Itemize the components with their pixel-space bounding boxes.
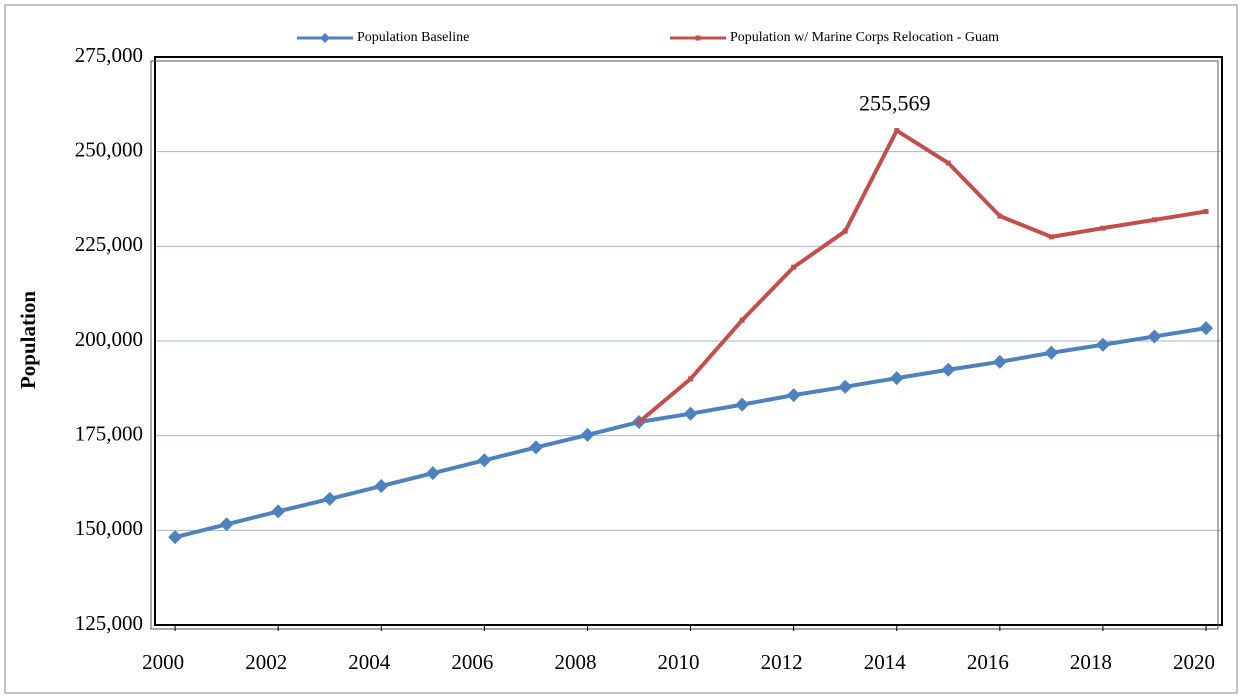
point-marker (271, 504, 286, 519)
point-marker (168, 530, 183, 545)
point-marker (1147, 329, 1162, 344)
y-tick-label: 200,000 (75, 327, 143, 351)
point-marker (322, 491, 337, 506)
x-tick-label: 2020 (1173, 650, 1215, 674)
point-marker (528, 440, 543, 455)
point-marker (580, 427, 595, 442)
y-tick-label: 150,000 (75, 516, 143, 540)
point-marker (992, 354, 1007, 369)
plot-shadow (150, 60, 1219, 630)
point-marker (791, 264, 797, 270)
legend-label: Population Baseline (357, 30, 469, 45)
point-marker (1203, 208, 1209, 214)
point-marker (1044, 345, 1059, 360)
legend-label: Population w/ Marine Corps Relocation - … (730, 30, 999, 45)
plot-border (154, 56, 1223, 626)
point-marker (838, 379, 853, 394)
x-tick-label: 2000 (142, 650, 184, 674)
point-marker (1151, 217, 1157, 223)
point-marker (1048, 234, 1054, 240)
y-tick-label: 250,000 (75, 137, 143, 161)
point-marker (374, 479, 389, 494)
y-tick-label: 275,000 (75, 43, 143, 67)
point-marker (842, 228, 848, 234)
point-marker (683, 406, 698, 421)
point-marker (941, 362, 956, 377)
y-axis-label: Population (16, 291, 40, 389)
point-marker (786, 388, 801, 403)
point-marker (425, 466, 440, 481)
x-tick-label: 2014 (864, 650, 907, 674)
x-tick-label: 2018 (1070, 650, 1112, 674)
chart-frame (4, 4, 1238, 694)
point-marker (739, 317, 745, 323)
point-marker (997, 213, 1003, 219)
point-marker (735, 397, 750, 412)
x-tick-label: 2008 (554, 650, 596, 674)
legend-marker (320, 33, 330, 43)
x-tick-label: 2002 (245, 650, 287, 674)
point-marker (1199, 321, 1214, 336)
point-marker (894, 128, 900, 134)
x-tick-label: 2012 (761, 650, 803, 674)
legend-marker (695, 35, 701, 41)
x-tick-label: 2010 (658, 650, 700, 674)
x-tick-label: 2016 (967, 650, 1009, 674)
y-tick-label: 175,000 (75, 421, 143, 445)
x-tick-label: 2006 (451, 650, 493, 674)
point-marker (688, 376, 694, 382)
point-marker (477, 453, 492, 468)
x-tick-label: 2004 (348, 650, 391, 674)
point-marker (219, 517, 234, 532)
point-marker (945, 160, 951, 166)
point-marker (889, 371, 904, 386)
data-label: 255,569 (859, 91, 931, 116)
point-marker (636, 419, 642, 425)
y-tick-label: 225,000 (75, 232, 143, 256)
series-line (637, 128, 1207, 424)
y-tick-label: 125,000 (75, 611, 143, 635)
point-marker (1100, 225, 1106, 231)
point-marker (1095, 337, 1110, 352)
